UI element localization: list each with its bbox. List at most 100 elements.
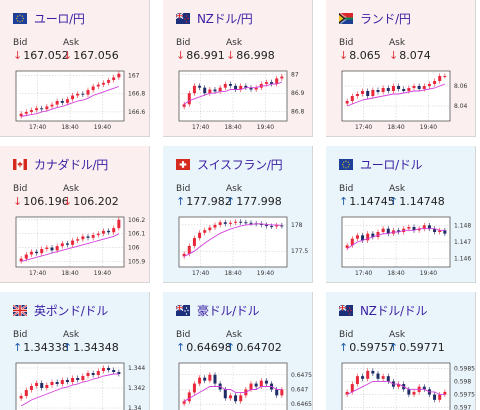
y-tick-label: 0.647: [291, 386, 308, 393]
x-tick-label: 19:40: [94, 124, 111, 131]
rate-card[interactable]: ランド/円 Bid Ask ↓ 8.065 ↓ 8.074 17:40 18:40 19:40 8.…: [326, 0, 476, 137]
price-chart[interactable]: 17:40 18:40 19:40 178 177.5: [178, 216, 311, 283]
y-tick-label: 106.1: [128, 231, 145, 238]
currency-pair-link[interactable]: スイスフラン/円: [197, 157, 283, 172]
candle: [366, 370, 370, 379]
candle: [244, 85, 248, 88]
x-tick-label: 19:40: [420, 124, 437, 131]
candle: [81, 376, 85, 380]
candle: [234, 395, 238, 402]
candle: [350, 384, 354, 392]
candle: [65, 99, 69, 103]
candle: [101, 82, 105, 85]
x-tick-label: 19:40: [420, 270, 437, 277]
arrow-down-icon: ↓: [63, 195, 73, 208]
candle: [407, 88, 411, 91]
ask-label: Ask: [389, 330, 406, 340]
candle: [40, 248, 44, 254]
rate-card[interactable]: 豪ドル/ドルBidAsk↑0.64698↑0.6470217:4018:4019…: [163, 292, 313, 410]
candle: [239, 221, 243, 223]
bid-label: Bid: [176, 38, 191, 48]
candle: [208, 227, 212, 231]
candle: [182, 401, 186, 404]
rate-card[interactable]: 英ポンド/ドルBidAsk↑1.34338↑1.3434817:4018:401…: [0, 292, 150, 410]
candle: [376, 232, 380, 237]
candle: [223, 389, 227, 399]
candle: [86, 236, 90, 238]
candle: [208, 89, 212, 94]
ask-price: 167.056: [73, 49, 119, 62]
candle: [386, 376, 390, 382]
currency-pair-link[interactable]: カナダドル/円: [34, 157, 108, 172]
candle: [40, 108, 44, 110]
bid-label: Bid: [176, 184, 191, 194]
bid-label: Bid: [13, 38, 28, 48]
currency-pair-link[interactable]: 英ポンド/ドル: [34, 303, 108, 318]
price-row: ↑ 177.982 ↑ 177.998: [176, 195, 282, 208]
rate-card[interactable]: ユーロ/ドル Bid Ask ↑ 1.14745 ↑ 1.14748 17:40 18:40 19…: [326, 146, 476, 283]
nz-flag-icon: [339, 304, 353, 316]
candle: [107, 230, 111, 233]
currency-pair-link[interactable]: 豪ドル/ドル: [197, 303, 260, 318]
y-tick-label: 105.9: [128, 258, 145, 265]
currency-pair-link[interactable]: NZドル/ドル: [360, 303, 428, 318]
ask-price: 177.998: [236, 195, 282, 208]
ask-price: 1.14748: [399, 195, 445, 208]
rate-card[interactable]: NZドル/円 Bid Ask ↓ 86.991 ↓ 86.998 17:40 18:40 19:4…: [163, 0, 313, 137]
candle: [50, 104, 54, 107]
y-tick-label: 166.8: [128, 91, 145, 98]
rate-card[interactable]: カナダドル/円 Bid Ask ↓ 106.196 ↓ 106.202 17:40 18:40 1…: [0, 146, 150, 283]
x-tick-label: 18:40: [387, 270, 404, 277]
rate-card[interactable]: ユーロ/円 Bid Ask ↓ 167.052 ↓ 167.056 17:40 18:40 19:…: [0, 0, 150, 137]
candle: [45, 247, 49, 249]
candle: [264, 380, 268, 384]
arrow-down-icon: ↓: [176, 49, 186, 62]
bid-label: Bid: [339, 184, 354, 194]
price-chart[interactable]: 17:40 18:40 19:40 8.06 8.04: [341, 70, 474, 137]
bid-price: 86.991: [186, 49, 225, 62]
candle: [96, 371, 100, 375]
price-chart[interactable]: 17:40 18:40 19:40 106.2 106.1 106 105.9: [15, 216, 148, 283]
ask-price-group: ↓ 167.056: [63, 49, 119, 62]
candle: [35, 383, 39, 386]
candle: [422, 225, 426, 229]
rate-card[interactable]: スイスフラン/円 Bid Ask ↑ 177.982 ↑ 177.998 17:40 18:40…: [163, 146, 313, 283]
moving-average-line: [346, 83, 446, 107]
ask-price: 86.998: [236, 49, 275, 62]
arrow-up-icon: ↑: [176, 195, 186, 208]
candle: [443, 230, 447, 234]
arrow-down-icon: ↓: [389, 49, 399, 62]
card-header: NZドル/ドル: [339, 302, 427, 318]
currency-pair-link[interactable]: ランド/円: [360, 11, 411, 26]
candle: [96, 84, 100, 87]
x-tick-label: 17:40: [29, 124, 46, 131]
currency-pair-link[interactable]: NZドル/円: [197, 11, 253, 26]
candle: [192, 85, 196, 94]
candle: [107, 80, 111, 83]
candle: [433, 394, 437, 400]
price-chart[interactable]: 17:40 18:40 19:40 87 86.9 86.8: [178, 70, 311, 137]
rate-card[interactable]: NZドル/ドルBidAsk↑0.59757↑0.5977117:4018:401…: [326, 292, 476, 410]
gb-flag-icon: [13, 304, 27, 316]
candle: [443, 76, 447, 77]
currency-pair-link[interactable]: ユーロ/円: [34, 11, 85, 26]
arrow-up-icon: ↑: [176, 341, 186, 354]
currency-pair-link[interactable]: ユーロ/ドル: [360, 157, 423, 172]
candle: [275, 225, 279, 227]
candle: [412, 391, 416, 395]
ask-price-group: ↑ 1.34348: [63, 341, 119, 354]
candle: [275, 389, 279, 396]
candle: [438, 230, 442, 232]
price-row: ↓ 167.052 ↓ 167.056: [13, 49, 119, 62]
price-row: ↑ 1.14745 ↑ 1.14748: [339, 195, 445, 208]
moving-average-line: [346, 228, 445, 250]
candle: [366, 91, 370, 96]
candle: [65, 243, 69, 245]
price-chart[interactable]: 17:40 18:40 19:40 167 166.8 166.6: [15, 70, 148, 137]
eu-flag-icon: [13, 12, 27, 24]
y-tick-label: 8.06: [454, 83, 468, 90]
price-chart[interactable]: 17:40 18:40 19:40 1.148 1.147 1.146: [341, 216, 474, 283]
